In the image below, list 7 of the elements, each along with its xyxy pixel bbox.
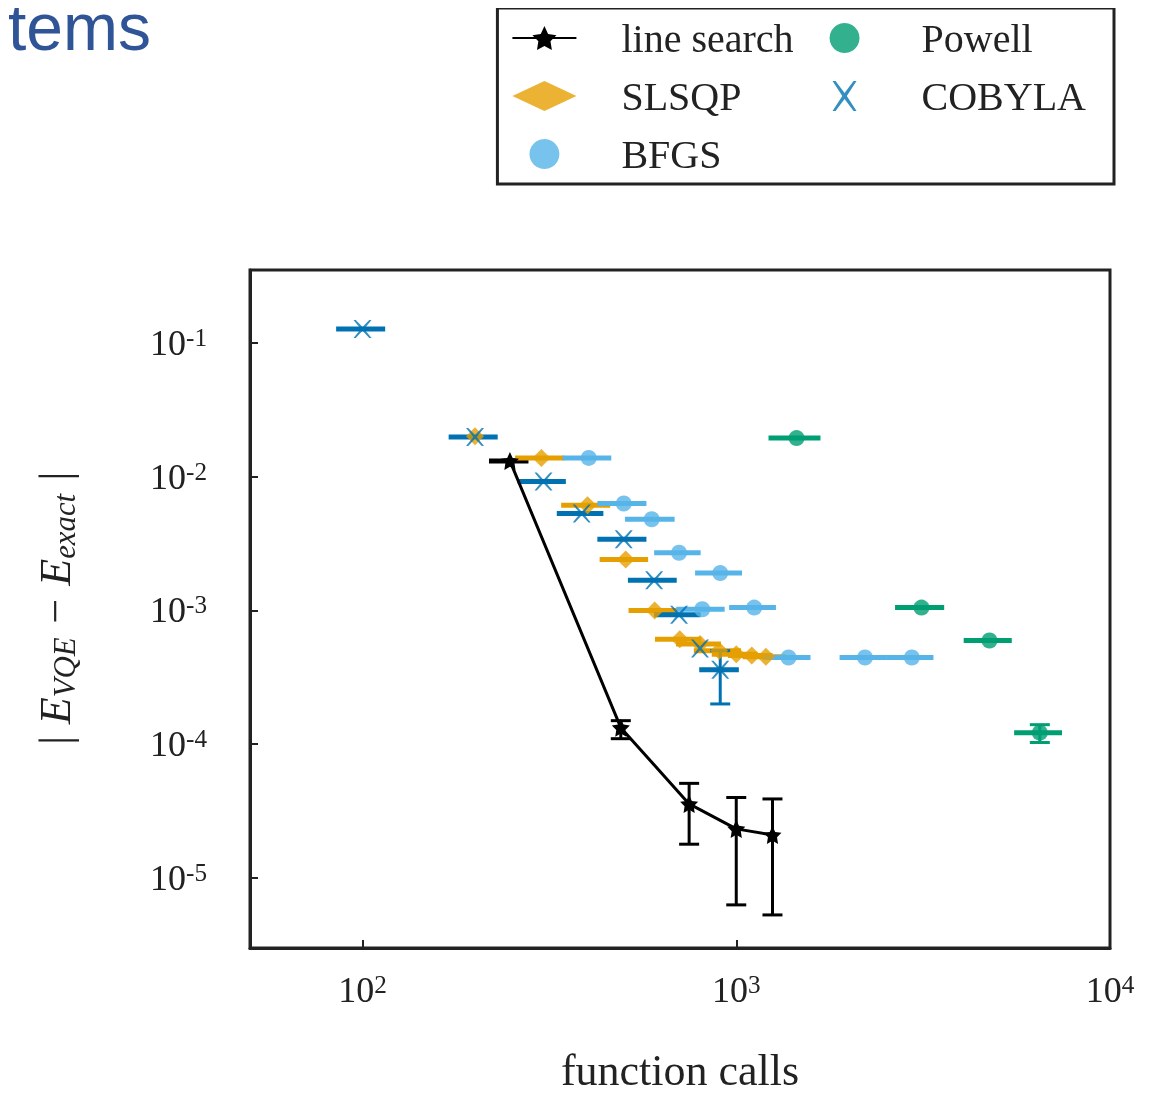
legend-label: line search bbox=[621, 15, 794, 61]
legend-label: BFGS bbox=[621, 131, 722, 177]
y-axis-title: | EVQE − Eexact | bbox=[31, 470, 82, 748]
legend-label: Powell bbox=[921, 15, 1033, 61]
legend-label: COBYLA bbox=[921, 73, 1087, 119]
legend-label: SLSQP bbox=[621, 73, 742, 119]
x-axis-title: function calls bbox=[560, 1045, 800, 1095]
